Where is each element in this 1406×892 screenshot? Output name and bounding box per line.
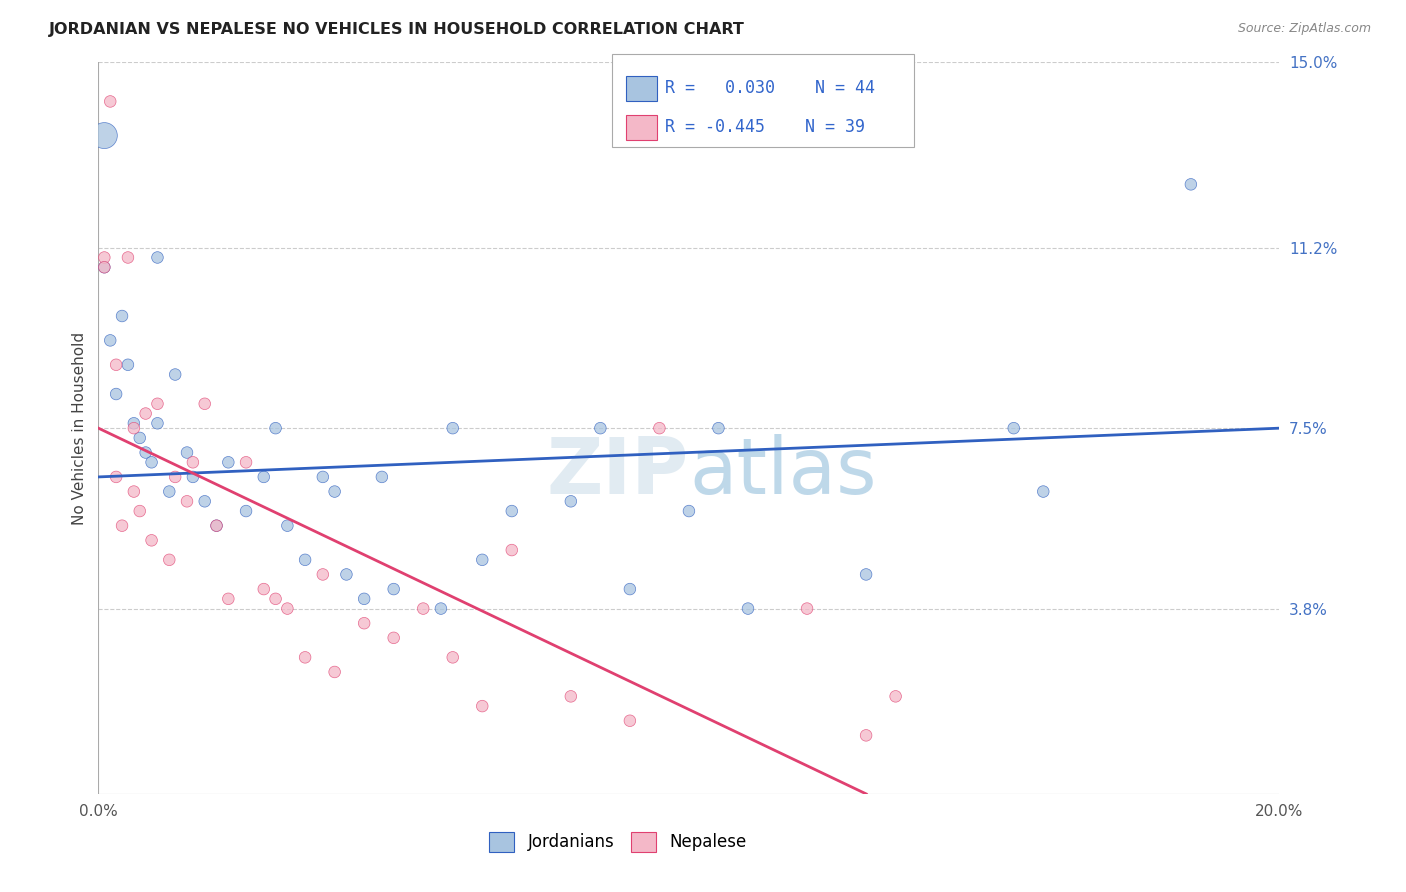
Point bbox=[146, 397, 169, 411]
Point bbox=[181, 470, 204, 484]
Point bbox=[111, 518, 134, 533]
Point bbox=[98, 95, 121, 109]
Point bbox=[253, 470, 276, 484]
Point bbox=[1002, 421, 1025, 435]
Point bbox=[111, 309, 134, 323]
Point bbox=[312, 567, 335, 582]
Text: JORDANIAN VS NEPALESE NO VEHICLES IN HOUSEHOLD CORRELATION CHART: JORDANIAN VS NEPALESE NO VEHICLES IN HOU… bbox=[49, 22, 745, 37]
Point bbox=[165, 368, 187, 382]
Point bbox=[194, 494, 217, 508]
Point bbox=[105, 470, 128, 484]
Text: Source: ZipAtlas.com: Source: ZipAtlas.com bbox=[1237, 22, 1371, 36]
Point bbox=[176, 445, 198, 459]
Point bbox=[98, 334, 121, 348]
Point bbox=[560, 690, 582, 704]
Y-axis label: No Vehicles in Household: No Vehicles in Household bbox=[72, 332, 87, 524]
Point bbox=[619, 714, 641, 728]
Point bbox=[93, 260, 115, 275]
Point bbox=[105, 358, 128, 372]
Point bbox=[176, 494, 198, 508]
Point bbox=[135, 407, 157, 421]
Point bbox=[441, 421, 464, 435]
Point bbox=[678, 504, 700, 518]
Point bbox=[589, 421, 612, 435]
Point bbox=[141, 533, 163, 548]
Point bbox=[235, 455, 257, 469]
Point bbox=[105, 387, 128, 401]
Point bbox=[253, 582, 276, 596]
Point bbox=[93, 251, 115, 265]
Point bbox=[264, 421, 287, 435]
Point bbox=[323, 484, 346, 499]
Point bbox=[471, 553, 494, 567]
Point bbox=[93, 260, 115, 275]
Point bbox=[205, 518, 228, 533]
Point bbox=[264, 591, 287, 606]
Point bbox=[93, 128, 115, 143]
Point bbox=[884, 690, 907, 704]
Point bbox=[796, 601, 818, 615]
Point bbox=[501, 543, 523, 558]
Point bbox=[471, 699, 494, 714]
Text: R =   0.030    N = 44: R = 0.030 N = 44 bbox=[665, 79, 875, 97]
Legend: Jordanians, Nepalese: Jordanians, Nepalese bbox=[482, 825, 754, 859]
Point bbox=[371, 470, 394, 484]
Point bbox=[353, 616, 375, 631]
Point bbox=[128, 504, 150, 518]
Point bbox=[737, 601, 759, 615]
Point bbox=[146, 417, 169, 431]
Point bbox=[312, 470, 335, 484]
Point bbox=[412, 601, 434, 615]
Point bbox=[294, 650, 316, 665]
Point bbox=[1032, 484, 1054, 499]
Point bbox=[560, 494, 582, 508]
Point bbox=[117, 358, 139, 372]
Point bbox=[335, 567, 357, 582]
Point bbox=[117, 251, 139, 265]
Point bbox=[707, 421, 730, 435]
Point bbox=[165, 470, 187, 484]
Point bbox=[353, 591, 375, 606]
Text: R = -0.445    N = 39: R = -0.445 N = 39 bbox=[665, 119, 865, 136]
Point bbox=[217, 591, 239, 606]
Text: ZIP: ZIP bbox=[547, 434, 689, 510]
Point bbox=[382, 582, 405, 596]
Point bbox=[648, 421, 671, 435]
Point bbox=[619, 582, 641, 596]
Point bbox=[501, 504, 523, 518]
Point bbox=[855, 567, 877, 582]
Point bbox=[235, 504, 257, 518]
Point bbox=[217, 455, 239, 469]
Point bbox=[128, 431, 150, 445]
Point bbox=[276, 518, 298, 533]
Point bbox=[1180, 178, 1202, 192]
Point bbox=[146, 251, 169, 265]
Point bbox=[441, 650, 464, 665]
Point bbox=[122, 421, 145, 435]
Point bbox=[294, 553, 316, 567]
Point bbox=[430, 601, 453, 615]
Point bbox=[135, 445, 157, 459]
Point bbox=[194, 397, 217, 411]
Point bbox=[855, 728, 877, 742]
Point bbox=[205, 518, 228, 533]
Point bbox=[141, 455, 163, 469]
Point bbox=[382, 631, 405, 645]
Point bbox=[181, 455, 204, 469]
Point bbox=[157, 553, 180, 567]
Point bbox=[276, 601, 298, 615]
Point bbox=[122, 417, 145, 431]
Point bbox=[122, 484, 145, 499]
Point bbox=[157, 484, 180, 499]
Text: atlas: atlas bbox=[689, 434, 876, 510]
Point bbox=[323, 665, 346, 679]
